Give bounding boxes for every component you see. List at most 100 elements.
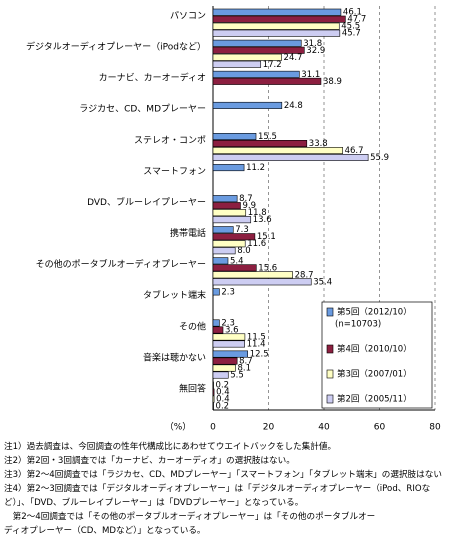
y-tick-label: 携帯電話 bbox=[170, 227, 206, 239]
x-tick-label: 40 bbox=[318, 423, 330, 433]
value-label: 0.4 bbox=[216, 388, 230, 398]
bar bbox=[212, 101, 283, 109]
value-label: 28.7 bbox=[295, 270, 314, 280]
value-label: 8.7 bbox=[239, 357, 253, 367]
bar bbox=[212, 39, 302, 47]
y-tick-label: 音楽は聴かない bbox=[143, 351, 206, 363]
bar bbox=[212, 154, 369, 162]
value-label: 2.3 bbox=[221, 318, 235, 328]
note: 注3）第2～4回調査では「ラジカセ、CD、MDプレーヤー」「スマートフォン」「タ… bbox=[4, 470, 442, 480]
value-label: 15.6 bbox=[258, 263, 277, 273]
bar bbox=[212, 226, 234, 234]
value-label: 15.5 bbox=[258, 132, 277, 142]
value-label: 12.5 bbox=[250, 350, 269, 360]
bar bbox=[212, 15, 346, 23]
value-label: 55.9 bbox=[370, 153, 389, 163]
bar bbox=[212, 209, 247, 217]
value-label: 11.5 bbox=[247, 332, 266, 342]
x-tick-label: 60 bbox=[374, 423, 386, 433]
bar bbox=[212, 364, 236, 372]
y-tick-label: ラジカセ、CD、MDプレーヤー bbox=[79, 104, 206, 115]
bar bbox=[212, 319, 220, 327]
legend-label: 第3回（2007/01） bbox=[337, 369, 412, 380]
bar bbox=[212, 271, 293, 279]
value-label: 7.3 bbox=[235, 225, 249, 235]
value-label: 5.4 bbox=[230, 256, 244, 266]
legend-label: 第5回（2012/10） bbox=[337, 307, 412, 318]
bar bbox=[212, 233, 256, 241]
value-label: 31.8 bbox=[303, 39, 322, 49]
value-label: 2.3 bbox=[221, 287, 235, 297]
value-label: 33.8 bbox=[309, 139, 328, 149]
bar bbox=[212, 46, 305, 54]
value-label: 11.8 bbox=[248, 208, 267, 218]
bar bbox=[212, 29, 341, 37]
note: 注1）過去調査は、今回調査の性年代構成比にあわせてウエイトバックをした集計値。 bbox=[4, 442, 337, 452]
value-label: 47.7 bbox=[347, 15, 366, 25]
legend-swatch bbox=[326, 307, 334, 317]
bar bbox=[212, 240, 246, 248]
bar bbox=[212, 140, 308, 148]
value-label: 8.0 bbox=[237, 246, 251, 256]
chart: 0 20 40 60 80 （%） パソコン 46.147.745.545.7 デジタルオーディ… bbox=[26, 6, 441, 433]
bar bbox=[212, 147, 343, 155]
value-label: 3.6 bbox=[225, 325, 239, 335]
bar bbox=[212, 381, 214, 389]
value-label: 35.4 bbox=[313, 277, 332, 287]
notes: 注1）過去調査は、今回調査の性年代構成比にあわせてウエイトバックをした集計値。注… bbox=[4, 440, 456, 538]
bar bbox=[212, 202, 241, 210]
value-label: 0.4 bbox=[216, 395, 230, 405]
x-axis-label: （%） bbox=[165, 422, 192, 433]
note: 第2～4回調査では「その他のポータブルオーディオプレーヤー」は「その他のポータブ… bbox=[4, 512, 376, 522]
bar bbox=[212, 195, 238, 203]
bar bbox=[212, 288, 220, 296]
y-tick-label: その他のポータブルオーディオプレーヤー bbox=[36, 258, 206, 270]
legend-note: (n=10703) bbox=[335, 320, 381, 330]
bar bbox=[212, 395, 215, 403]
value-label: 46.1 bbox=[343, 8, 362, 18]
bar bbox=[212, 333, 246, 341]
legend-label: 第4回（2010/10） bbox=[337, 344, 412, 355]
value-label: 0.2 bbox=[216, 402, 230, 412]
bar bbox=[212, 53, 282, 61]
y-tick-label: その他 bbox=[179, 320, 206, 332]
value-label: 31.1 bbox=[301, 70, 320, 80]
bar bbox=[212, 264, 257, 272]
legend-swatch bbox=[326, 369, 334, 379]
y-tick-label: スマートフォン bbox=[143, 167, 206, 177]
bar bbox=[212, 70, 300, 78]
note: ど）」、「DVD、ブルーレイプレーヤー」は「DVDプレーヤー」となっている。 bbox=[4, 498, 304, 508]
bar bbox=[212, 371, 229, 379]
legend-swatch bbox=[326, 344, 334, 354]
value-label: 24.8 bbox=[284, 101, 303, 111]
value-label: 13.6 bbox=[253, 215, 272, 225]
value-label: 8.1 bbox=[237, 364, 251, 374]
note: 注2）第2回・3回調査では「カーナビ、カーオーディオ」の選択肢はない。 bbox=[4, 456, 295, 466]
legend-swatch bbox=[326, 394, 334, 404]
bar bbox=[212, 216, 252, 224]
bar bbox=[212, 350, 248, 358]
value-label: 0.2 bbox=[216, 381, 230, 391]
y-tick-label: デジタルオーディオプレーヤー（iPodなど） bbox=[26, 41, 206, 53]
y-tick-label: カーナビ、カーオーディオ bbox=[99, 72, 206, 84]
y-tick-label: パソコン bbox=[170, 11, 206, 22]
y-tick-label: DVD、ブルーレイプレーヤー bbox=[87, 196, 206, 208]
bar bbox=[212, 133, 257, 141]
bar bbox=[212, 357, 238, 365]
bar bbox=[212, 402, 214, 410]
bar bbox=[212, 77, 322, 85]
bar bbox=[212, 326, 224, 334]
note: ディオプレーヤー（CD、MDなど）」となっている。 bbox=[4, 526, 206, 536]
x-tick-label: 80 bbox=[429, 423, 441, 433]
value-label: 15.1 bbox=[257, 232, 276, 242]
value-label: 5.5 bbox=[230, 371, 244, 381]
value-label: 38.9 bbox=[323, 77, 342, 87]
value-label: 24.7 bbox=[284, 53, 303, 63]
bar bbox=[212, 278, 312, 286]
bar bbox=[212, 60, 262, 68]
value-label: 17.2 bbox=[263, 60, 282, 70]
y-tick-label: ステレオ・コンポ bbox=[134, 135, 206, 146]
bar bbox=[212, 22, 340, 30]
value-label: 45.7 bbox=[342, 29, 361, 39]
